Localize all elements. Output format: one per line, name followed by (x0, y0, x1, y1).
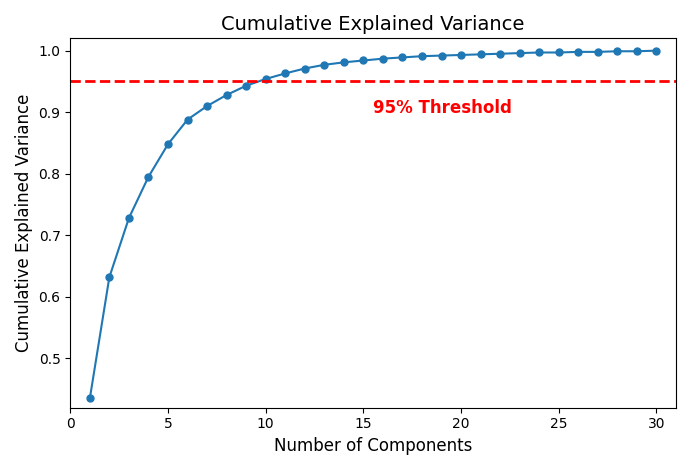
Text: 95% Threshold: 95% Threshold (373, 99, 512, 118)
Title: Cumulative Explained Variance: Cumulative Explained Variance (221, 15, 525, 34)
Y-axis label: Cumulative Explained Variance: Cumulative Explained Variance (15, 94, 33, 352)
X-axis label: Number of Components: Number of Components (274, 437, 473, 455)
